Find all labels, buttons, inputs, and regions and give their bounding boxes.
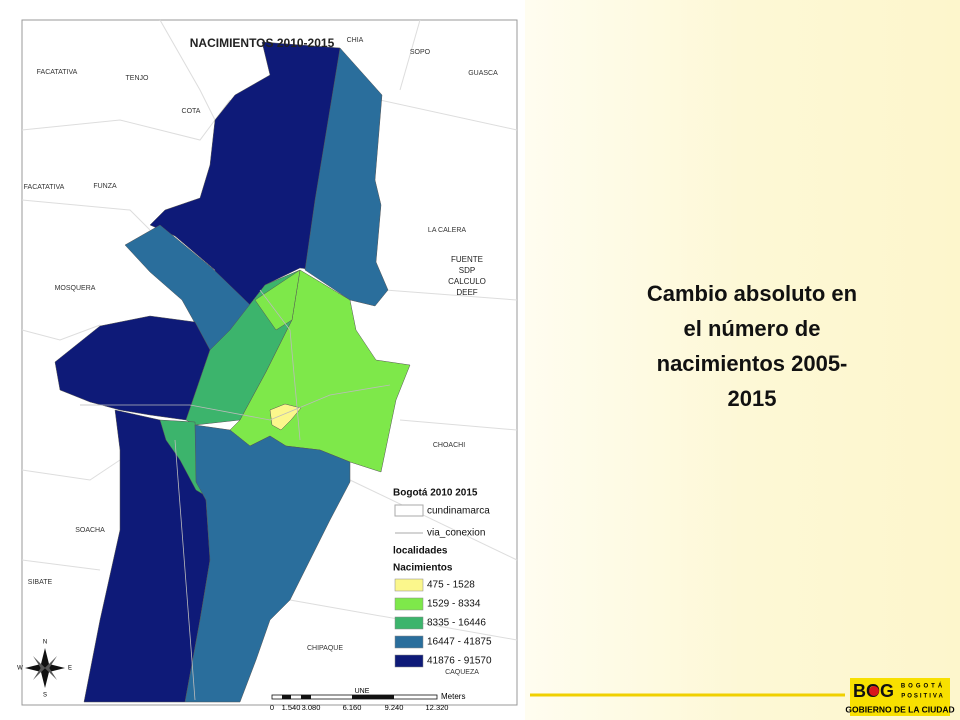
map-title: NACIMIENTOS 2010-2015: [190, 36, 335, 50]
legend-label: 1529 - 8334: [427, 599, 481, 610]
scale-label: 12.320: [426, 703, 449, 712]
compass: N S W E: [17, 640, 72, 699]
legend-label: 16447 - 41875: [427, 637, 492, 648]
place-label: SOACHA: [75, 527, 105, 534]
legend-swatch: [394, 578, 424, 592]
place-label: MOSQUERA: [55, 285, 96, 292]
place-label: LA CALERA: [428, 227, 466, 234]
legend-label: via_conexion: [427, 528, 485, 539]
compass-label: S: [43, 693, 47, 699]
place-label: CAQUEZA: [445, 669, 479, 676]
scale-label: 0: [270, 703, 274, 712]
legend-label: 8335 - 16446: [427, 618, 486, 629]
legend-label: 41876 - 91570: [427, 656, 492, 667]
legend-field: Nacimientos: [393, 563, 453, 574]
logo-box: [850, 678, 950, 716]
source-note: DEEF: [456, 288, 477, 297]
place-label: FACATATIVA: [24, 184, 65, 191]
place-label: TENJO: [126, 75, 150, 82]
scale-label: 1.540: [282, 703, 301, 712]
legend-swatch: [394, 616, 424, 630]
legend: Bogotá 2010 2015 cundinamarca via_conexi…: [393, 488, 492, 668]
place-label: SOPO: [410, 49, 431, 56]
place-label: GUASCA: [468, 70, 498, 77]
caption: Cambio absoluto en el número de nacimiento…: [647, 281, 857, 411]
logo-motto: BOGOTÁ: [901, 683, 945, 690]
road-label: UNE: [355, 688, 370, 695]
source-note: SDP: [459, 266, 475, 275]
place-label: CHIPAQUE: [307, 645, 343, 652]
scale-unit: Meters: [441, 692, 465, 701]
scale-label: 9.240: [385, 703, 404, 712]
place-label: SIBATE: [28, 579, 53, 586]
legend-label: 475 - 1528: [427, 580, 475, 591]
scale-labels: 0 1.540 3.080 6.160 9.240 12.320: [270, 703, 449, 712]
compass-label: N: [43, 640, 47, 646]
localidades: [54, 41, 411, 703]
logo-name: GOBIERNO DE LA CIUDAD: [845, 704, 954, 714]
legend-swatch: [394, 597, 424, 611]
source-note: CALCULO: [448, 277, 486, 286]
scale-label: 3.080: [302, 703, 321, 712]
legend-swatch: [394, 654, 424, 668]
compass-label: W: [17, 666, 23, 672]
panel: [525, 0, 960, 720]
place-label: CHIA: [347, 37, 364, 44]
logo-motto: POSITIVA: [901, 694, 945, 700]
caption-line: nacimientos 2005-: [657, 351, 848, 376]
caption-line: 2015: [728, 386, 777, 411]
legend-label: cundinamarca: [427, 506, 490, 517]
compass-label: E: [68, 666, 72, 672]
caption-line: Cambio absoluto en: [647, 281, 857, 306]
place-label: FUNZA: [93, 183, 117, 190]
place-labels: CHIA SOPO GUASCA FACATATIVA TENJO COTA FACATAT…: [24, 37, 498, 676]
legend-group: localidades: [393, 546, 448, 557]
place-label: FACATATIVA: [37, 69, 78, 76]
place-label: COTA: [182, 108, 201, 115]
swatch: [394, 504, 424, 517]
legend-swatch: [394, 635, 424, 649]
logo: BOG BOGOTÁ POSITIVA GOBIERNO DE LA CIUDA…: [845, 678, 955, 716]
legend-title: Bogotá 2010 2015: [393, 488, 478, 499]
roads: [80, 289, 391, 701]
caption-line: el número de: [684, 316, 821, 341]
source-note: FUENTE: [451, 255, 483, 264]
place-label: CHOACHI: [433, 442, 465, 449]
scale-bar: UNE Meters: [271, 688, 465, 701]
scale-label: 6.160: [343, 703, 362, 712]
